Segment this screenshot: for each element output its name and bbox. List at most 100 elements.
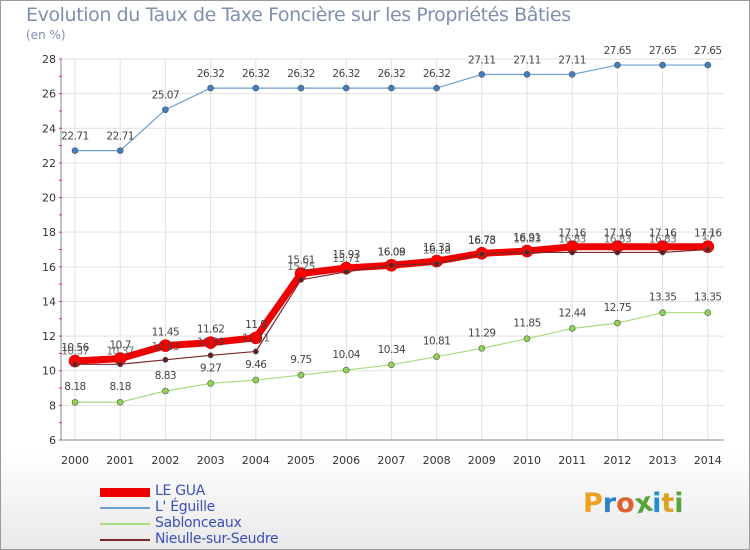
data-point — [433, 260, 440, 267]
data-label: 17.16 — [558, 228, 586, 240]
data-point — [116, 398, 124, 406]
data-label: 9.27 — [200, 362, 221, 374]
legend: LE GUA L' Éguille Sablonceaux Nieulle-sur-S… — [100, 483, 340, 548]
x-tick-label: 2006 — [332, 454, 360, 467]
x-tick-label: 2000 — [61, 454, 89, 467]
data-label: 10.04 — [332, 349, 360, 361]
data-point — [478, 251, 485, 258]
legend-item: LE GUA — [100, 483, 340, 500]
x-tick-label: 2003 — [197, 454, 225, 467]
legend-swatch — [100, 539, 150, 541]
data-point — [298, 276, 304, 283]
x-tick-label: 2013 — [649, 454, 677, 467]
chart-title: Evolution du Taux de Taxe Foncière sur l… — [26, 4, 571, 26]
data-point — [204, 336, 217, 349]
data-label: 11.62 — [197, 324, 225, 336]
y-tick-label: 16 — [42, 261, 56, 274]
logo-letter: t — [661, 488, 675, 519]
data-point — [569, 249, 576, 256]
data-label: 26.32 — [197, 68, 225, 80]
data-label: 16.83 — [558, 233, 586, 245]
data-point — [342, 84, 350, 92]
data-point — [252, 84, 260, 92]
data-label: 10.37 — [106, 345, 134, 357]
y-tick-label: 10 — [42, 365, 56, 378]
x-tick-label: 2005 — [287, 454, 315, 467]
legend-swatch — [100, 523, 150, 525]
data-label: 12.44 — [558, 307, 586, 319]
data-label: 27.65 — [694, 45, 722, 57]
y-tick-label: 20 — [42, 192, 56, 205]
legend-label: Sablonceaux — [155, 515, 242, 531]
data-label: 17.16 — [604, 228, 632, 240]
x-tick-label: 2012 — [603, 454, 631, 467]
data-label: 16.08 — [378, 246, 406, 258]
data-label: 17.16 — [694, 228, 722, 240]
data-point — [207, 380, 214, 387]
data-label: 27.65 — [604, 45, 632, 57]
data-label: 15.93 — [332, 249, 360, 261]
data-point — [297, 84, 305, 92]
data-point — [252, 348, 259, 355]
data-point — [342, 366, 350, 374]
data-label: 8.18 — [110, 381, 131, 393]
data-label: 17.16 — [649, 228, 677, 240]
data-label: 11.29 — [468, 327, 496, 339]
data-label: 12.75 — [604, 302, 632, 314]
data-point — [388, 84, 395, 92]
data-point — [704, 246, 711, 253]
data-point — [568, 71, 576, 78]
x-tick-label: 2011 — [558, 454, 586, 467]
data-point — [207, 352, 214, 359]
data-label: 16.33 — [423, 242, 451, 254]
data-point — [659, 309, 666, 317]
data-label: 16.18 — [423, 245, 451, 257]
y-tick-label: 24 — [42, 122, 56, 135]
legend-label: Nieulle-sur-Seudre — [155, 531, 279, 547]
data-label: 26.32 — [378, 68, 406, 80]
data-label: 13.35 — [649, 292, 677, 304]
data-label: 15.71 — [332, 253, 360, 265]
logo-letter: o — [616, 488, 635, 519]
data-label: 25.07 — [152, 90, 180, 102]
data-label: 15.61 — [287, 255, 315, 267]
data-point — [614, 249, 621, 256]
y-tick-label: 6 — [49, 434, 56, 447]
y-tick-label: 26 — [42, 88, 56, 101]
data-label: 16.73 — [468, 235, 496, 247]
data-point — [159, 339, 172, 352]
data-point — [117, 361, 124, 368]
legend-item: L' Éguille — [100, 499, 340, 516]
legend-label: L' Éguille — [155, 499, 215, 515]
data-point — [72, 361, 78, 368]
data-label: 9.75 — [290, 354, 311, 366]
data-point — [71, 398, 79, 406]
data-point — [249, 331, 263, 345]
data-label: 27.11 — [513, 54, 541, 66]
data-label: 10.63 — [152, 341, 180, 353]
data-point — [478, 71, 486, 78]
data-label: 16.83 — [649, 233, 677, 245]
data-label: 13.35 — [694, 292, 722, 304]
x-tick-label: 2008 — [423, 454, 451, 467]
x-tick-label: 2010 — [513, 454, 541, 467]
x-tick-label: 2009 — [468, 454, 496, 467]
y-axis-unit: (en %) — [26, 28, 66, 42]
data-point — [659, 249, 666, 256]
data-label: 22.71 — [61, 131, 89, 143]
y-tick-label: 14 — [42, 295, 56, 308]
data-point — [704, 309, 712, 317]
x-tick-label: 2014 — [694, 454, 722, 467]
legend-item: Nieulle-sur-Seudre — [100, 531, 340, 548]
data-label: 15.25 — [287, 261, 315, 273]
data-label: 16.83 — [513, 233, 541, 245]
grid — [61, 58, 724, 441]
data-label: 22.71 — [106, 131, 134, 143]
data-point — [388, 262, 395, 269]
data-label: 27.11 — [558, 54, 586, 66]
data-label: 26.32 — [332, 68, 360, 80]
data-label: 27.11 — [468, 54, 496, 66]
data-label: 8.83 — [155, 370, 176, 382]
